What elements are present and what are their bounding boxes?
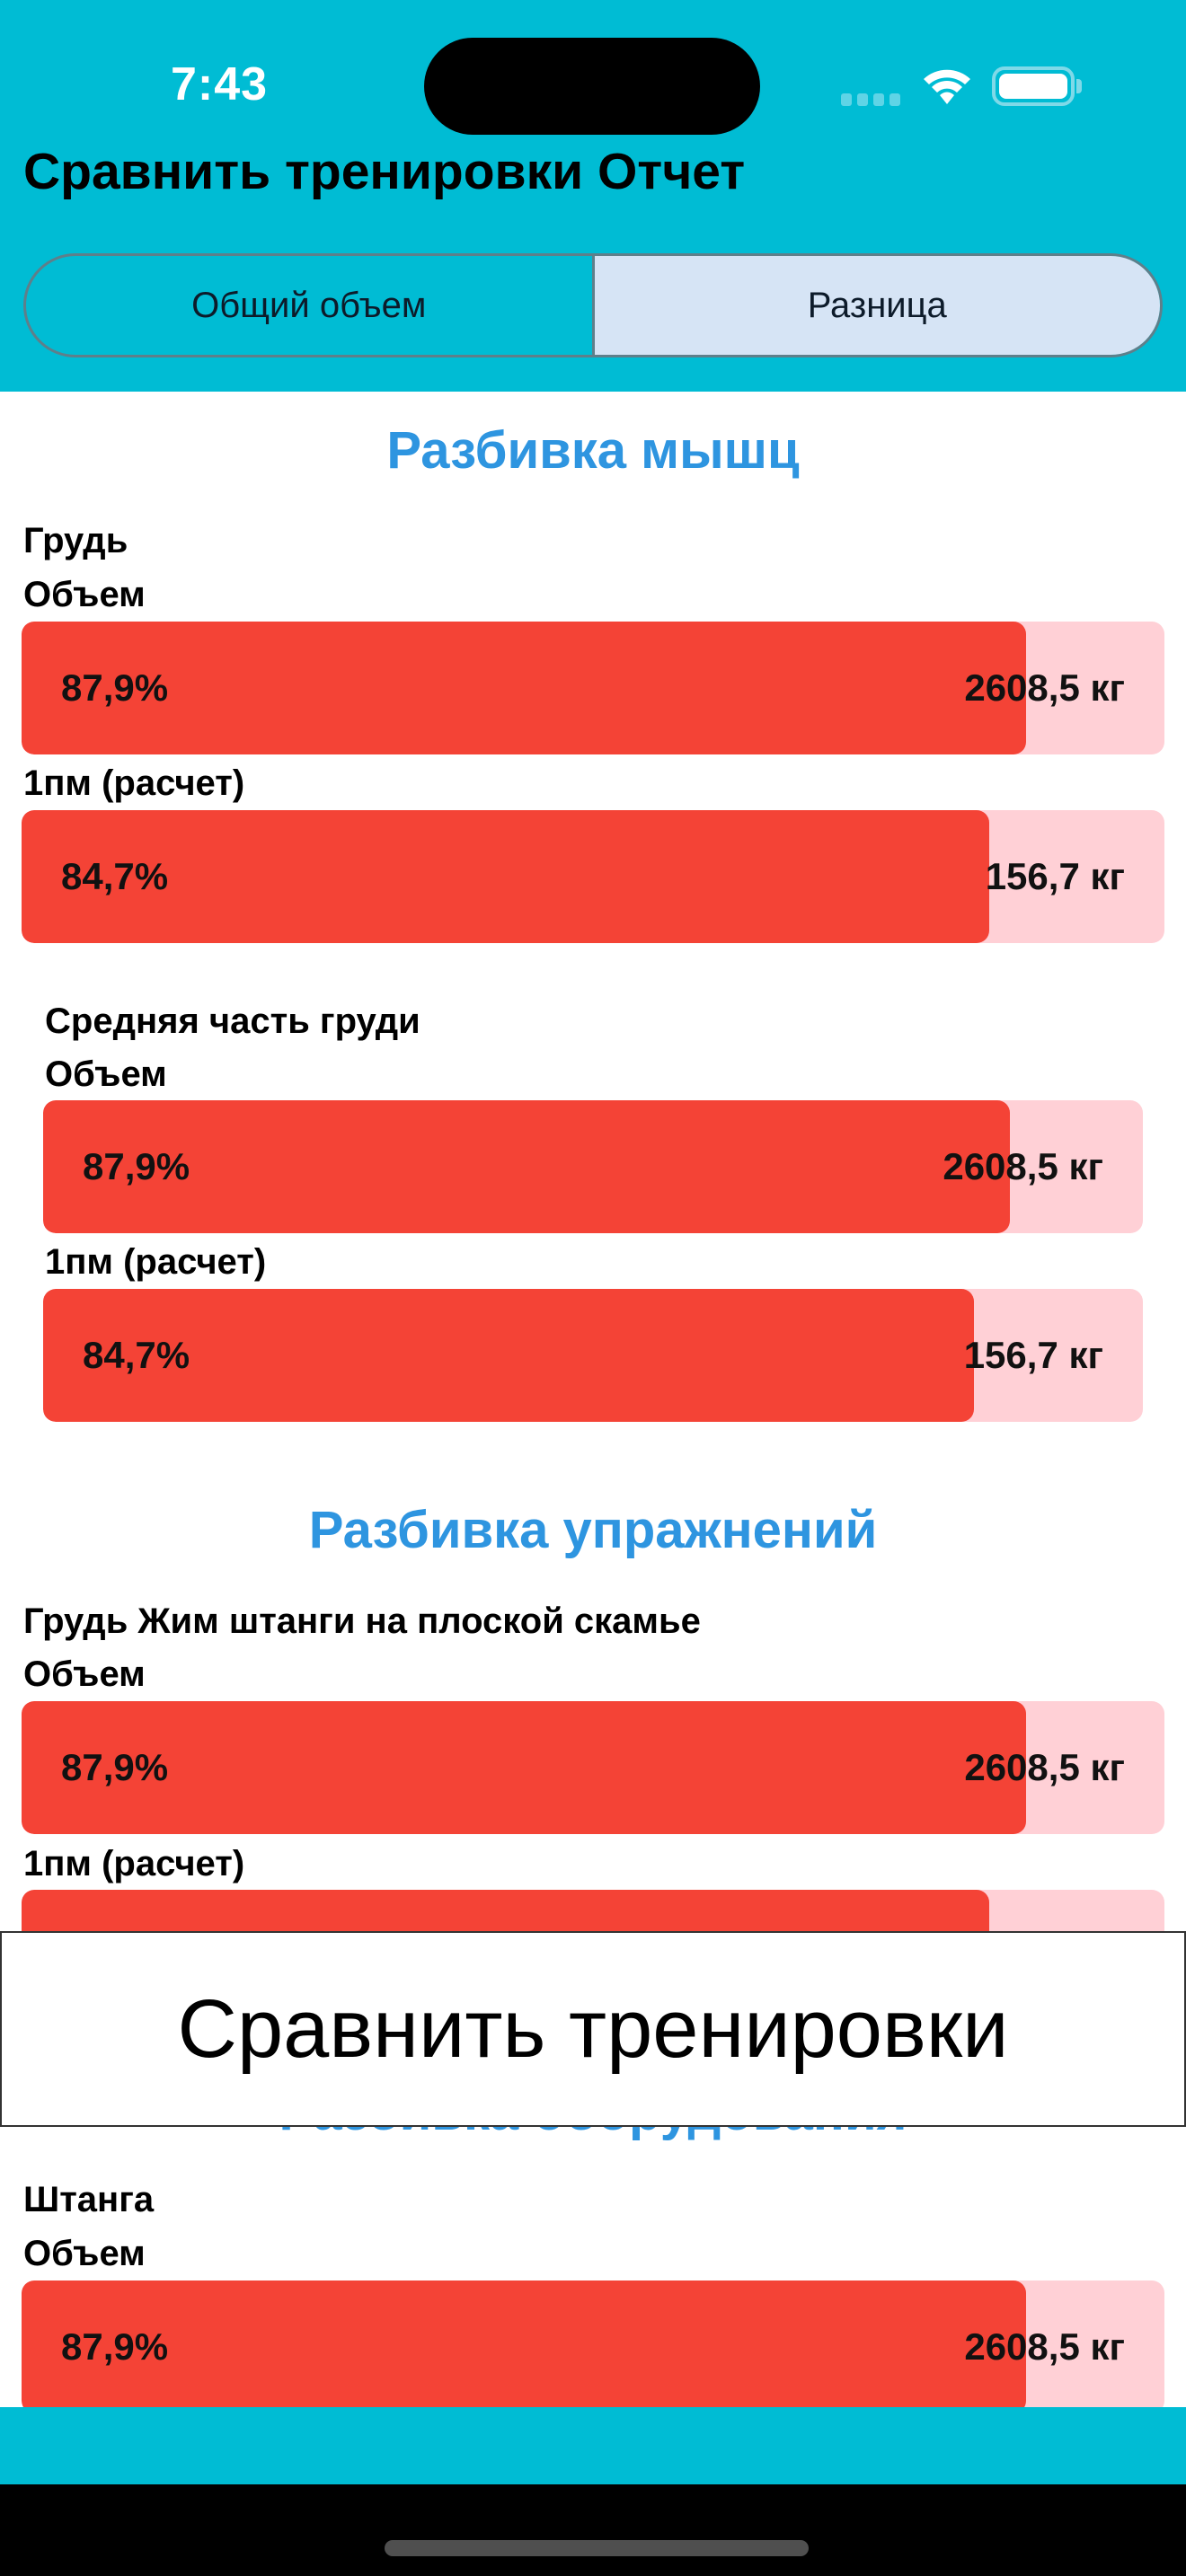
bar-value: 2608,5 кг	[943, 1145, 1103, 1187]
one-rm-bar: 84,7% 156,7 кг	[43, 1289, 1143, 1422]
metric-label: Объем	[23, 2234, 146, 2273]
bar-fill	[22, 622, 1026, 754]
tab-difference[interactable]: Разница	[591, 256, 1160, 355]
home-indicator-area	[0, 2484, 1186, 2576]
group-name: Грудь	[23, 521, 128, 560]
bar-value: 2608,5 кг	[964, 2325, 1125, 2368]
home-indicator[interactable]	[385, 2540, 809, 2556]
page-title: Сравнить тренировки Отчет	[23, 143, 746, 200]
segmented-control: Общий объем Разница	[23, 253, 1163, 357]
bottom-bar	[0, 2407, 1186, 2484]
bar-percent: 84,7%	[61, 855, 169, 897]
bar-fill	[22, 810, 989, 943]
battery-tip	[1076, 79, 1082, 93]
status-time: 7:43	[171, 58, 269, 110]
bar-percent: 87,9%	[83, 1145, 190, 1187]
metric-label: Объем	[23, 575, 146, 614]
bar-percent: 87,9%	[61, 1746, 169, 1788]
group-name: Грудь Жим штанги на плоской скамье	[23, 1601, 701, 1641]
bar-fill	[43, 1100, 1010, 1233]
volume-bar: 87,9% 2608,5 кг	[22, 1701, 1164, 1834]
metric-label: Объем	[45, 1054, 167, 1094]
bar-value: 2608,5 кг	[964, 666, 1125, 709]
section-heading-exercises: Разбивка упражнений	[308, 1501, 878, 1559]
volume-bar: 87,9% 2608,5 кг	[22, 2280, 1164, 2413]
dynamic-island	[424, 38, 760, 135]
bar-fill	[22, 1701, 1026, 1834]
bar-value: 2608,5 кг	[964, 1746, 1125, 1788]
volume-bar: 87,9% 2608,5 кг	[43, 1100, 1143, 1233]
metric-label: 1пм (расчет)	[23, 1844, 245, 1883]
compare-workouts-overlay[interactable]: Сравнить тренировки	[0, 1931, 1186, 2127]
section-heading-muscles: Разбивка мышц	[386, 421, 800, 480]
battery-icon	[992, 66, 1075, 106]
wifi-icon	[920, 65, 974, 108]
bar-percent: 87,9%	[61, 2325, 169, 2368]
group-name: Штанга	[23, 2180, 155, 2219]
tab-total-volume[interactable]: Общий объем	[191, 285, 427, 325]
cellular-signal-icon	[841, 93, 902, 106]
group-name: Средняя часть груди	[45, 1001, 420, 1041]
bar-percent: 87,9%	[61, 666, 169, 709]
volume-bar: 87,9% 2608,5 кг	[22, 622, 1164, 754]
bar-value: 156,7 кг	[985, 855, 1125, 897]
bar-percent: 84,7%	[83, 1334, 190, 1376]
bar-fill	[22, 2280, 1026, 2413]
metric-label: 1пм (расчет)	[23, 763, 245, 803]
bar-fill	[43, 1289, 974, 1422]
metric-label: 1пм (расчет)	[45, 1242, 267, 1282]
one-rm-bar: 84,7% 156,7 кг	[22, 810, 1164, 943]
metric-label: Объем	[23, 1654, 146, 1694]
bar-value: 156,7 кг	[963, 1334, 1103, 1376]
